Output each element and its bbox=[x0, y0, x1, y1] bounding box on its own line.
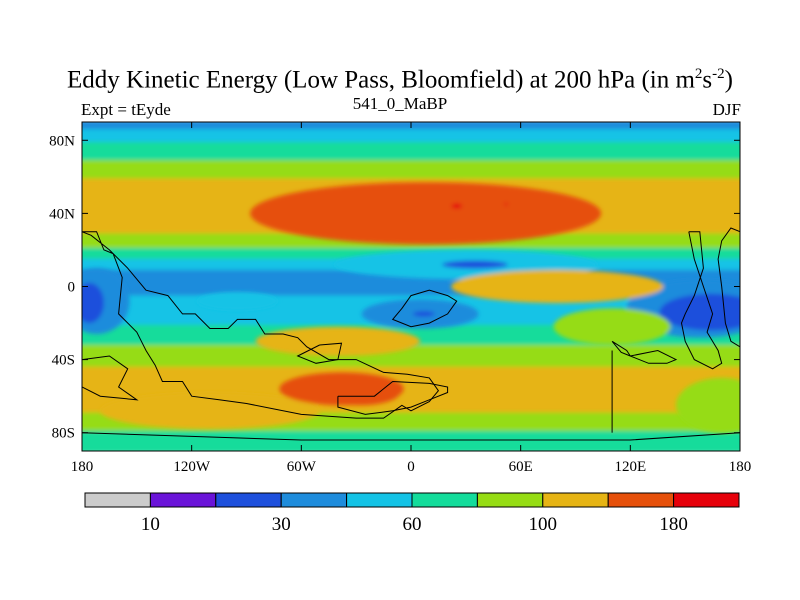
colorbar-swatch bbox=[607, 492, 675, 508]
y-tick-label: 40S bbox=[52, 353, 75, 369]
coastline bbox=[337, 380, 449, 415]
chart-title: Eddy Kinetic Energy (Low Pass, Bloomfiel… bbox=[67, 66, 733, 94]
colorbar-swatch bbox=[149, 492, 217, 508]
case-label: 541_0_MaBP bbox=[352, 94, 448, 113]
y-tick-label: 40N bbox=[49, 206, 75, 222]
season-label: DJF bbox=[712, 100, 741, 119]
colorbar-label: 100 bbox=[529, 514, 558, 535]
colorbar-label: 30 bbox=[272, 514, 291, 535]
axes-layer: 180 120W 60W 0 60E 120E 180 80N 40N 0 40S 80S bbox=[49, 122, 751, 475]
colorbar-swatch bbox=[280, 492, 348, 508]
coastline bbox=[296, 342, 343, 364]
colorbar-swatch bbox=[476, 492, 544, 508]
colorbar-swatch bbox=[542, 492, 609, 508]
field-blob bbox=[100, 392, 320, 430]
band-fill bbox=[82, 160, 740, 183]
y-tick-label: 80N bbox=[49, 133, 75, 149]
coastline bbox=[611, 340, 678, 364]
coastline bbox=[82, 432, 740, 441]
colorbar-label: 60 bbox=[403, 514, 422, 535]
colorbar-swatch bbox=[673, 492, 740, 508]
x-tick-label: 60E bbox=[509, 459, 533, 475]
colorbar-label: 180 bbox=[659, 514, 688, 535]
field-blob bbox=[659, 293, 740, 331]
band-fill bbox=[82, 129, 740, 146]
field-blob bbox=[451, 203, 463, 209]
band-fill bbox=[82, 430, 740, 451]
coastline bbox=[391, 289, 458, 328]
field-blob bbox=[319, 379, 401, 406]
y-tick-label: 0 bbox=[68, 280, 76, 296]
field-blobs bbox=[82, 182, 740, 433]
coastline bbox=[717, 227, 740, 348]
colorbar-label: 10 bbox=[141, 514, 160, 535]
colorbar: 10 30 60 100 180 bbox=[84, 492, 740, 535]
x-tick-label: 120W bbox=[173, 459, 211, 475]
coastline bbox=[680, 231, 723, 370]
band-fill bbox=[82, 141, 740, 165]
colorbar-swatch bbox=[346, 492, 413, 508]
field-blob bbox=[676, 377, 740, 433]
field-blob bbox=[503, 203, 509, 206]
field-blob bbox=[82, 282, 104, 324]
colorbar-swatch bbox=[411, 492, 478, 508]
x-tick-label: 180 bbox=[71, 459, 94, 475]
field-layer bbox=[82, 122, 740, 451]
x-tick-label: 60W bbox=[287, 459, 317, 475]
colorbar-swatch bbox=[84, 492, 151, 508]
coastline-layer bbox=[82, 227, 740, 441]
coastline bbox=[82, 355, 139, 401]
field-blob bbox=[197, 291, 278, 311]
x-tick-label: 120E bbox=[614, 459, 646, 475]
y-tick-label: 80S bbox=[52, 426, 75, 442]
colorbar-swatch bbox=[215, 492, 282, 508]
field-blob bbox=[553, 308, 671, 345]
field-blob bbox=[451, 270, 664, 303]
field-blob bbox=[272, 191, 572, 232]
x-tick-label: 0 bbox=[407, 459, 415, 475]
field-blob bbox=[442, 260, 508, 269]
experiment-label: Expt = tEyde bbox=[81, 100, 171, 119]
x-tick-label: 180 bbox=[729, 459, 752, 475]
field-blob bbox=[255, 326, 421, 356]
field-blob bbox=[412, 311, 435, 317]
band-fill bbox=[82, 344, 740, 371]
